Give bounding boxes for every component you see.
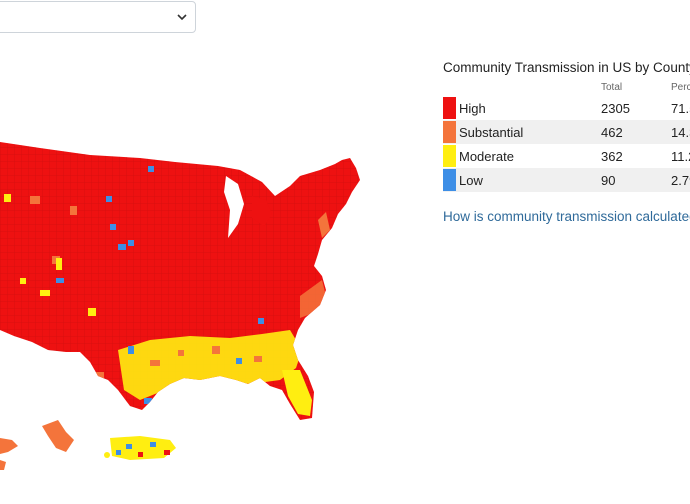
swatch-moderate — [443, 145, 456, 167]
legend-title: Community Transmission in US by County — [443, 60, 690, 75]
legend-label: Substantial — [459, 125, 524, 140]
great-lakes — [224, 176, 244, 238]
legend-row-low[interactable]: Low 90 2.79 — [443, 168, 690, 192]
legend-total: 362 — [601, 149, 623, 164]
legend-label: Low — [459, 173, 483, 188]
legend-percent: 71.5 — [671, 101, 690, 116]
legend-percent: 2.79 — [671, 173, 690, 188]
how-calculated-link[interactable]: How is community transmission calculated — [443, 209, 690, 224]
puerto-rico[interactable] — [104, 436, 176, 460]
us-county-map-svg[interactable] — [0, 110, 440, 504]
alaska[interactable] — [0, 438, 18, 454]
legend-header: Total Perc — [443, 80, 690, 96]
legend-total: 90 — [601, 173, 616, 188]
legend-label: Moderate — [459, 149, 514, 164]
legend-row-high[interactable]: High 2305 71.5 — [443, 96, 690, 120]
swatch-substantial — [443, 121, 456, 143]
county-borders — [0, 142, 360, 420]
col-percent-header: Perc — [671, 82, 690, 93]
legend-row-substantial[interactable]: Substantial 462 14.3 — [443, 120, 690, 144]
alaska-islands — [0, 460, 6, 470]
col-total-header: Total — [601, 82, 623, 93]
legend-total: 462 — [601, 125, 623, 140]
legend-percent: 11.2 — [671, 149, 690, 164]
legend-total: 2305 — [601, 101, 630, 116]
region-select[interactable] — [0, 1, 196, 33]
swatch-high — [443, 97, 456, 119]
hawaii[interactable] — [42, 420, 74, 452]
transmission-legend-table: Total Perc High 2305 71.5 Substantial 46… — [443, 80, 690, 192]
legend-percent: 14.3 — [671, 125, 690, 140]
michigan[interactable] — [252, 196, 272, 226]
us-county-map[interactable] — [0, 110, 440, 504]
legend-row-moderate[interactable]: Moderate 362 11.2 — [443, 144, 690, 168]
swatch-low — [443, 169, 456, 191]
legend-label: High — [459, 101, 486, 116]
chevron-down-icon — [177, 14, 187, 21]
